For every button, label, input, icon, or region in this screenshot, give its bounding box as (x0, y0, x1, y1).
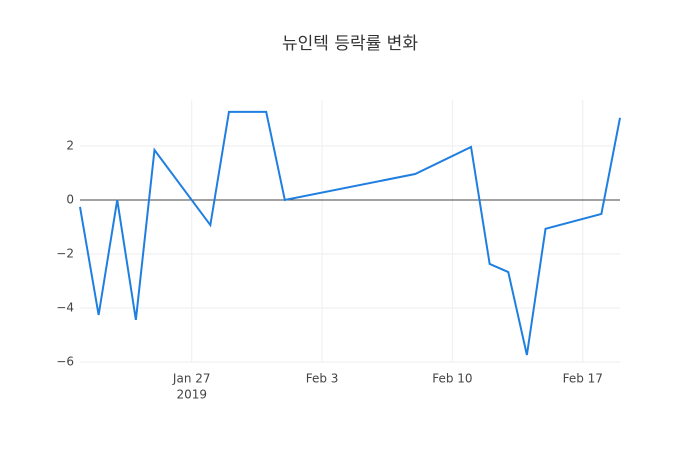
y-tick-label: 0 (66, 192, 74, 206)
data-line (79, 110, 621, 356)
x-tick-label: Feb 10 (432, 372, 472, 386)
y-tick-label: −6 (56, 355, 74, 369)
y-tick-label: 2 (66, 138, 74, 152)
x-tick-label: Feb 3 (306, 372, 339, 386)
x-tick-label: Jan 27 (172, 372, 211, 386)
x-year-label: 2019 (176, 388, 207, 402)
y-tick-label: −4 (56, 300, 74, 314)
x-tick-label: Feb 17 (563, 372, 603, 386)
y-tick-label: −2 (56, 246, 74, 260)
chart-title: 뉴인텍 등락률 변화 (282, 34, 418, 54)
